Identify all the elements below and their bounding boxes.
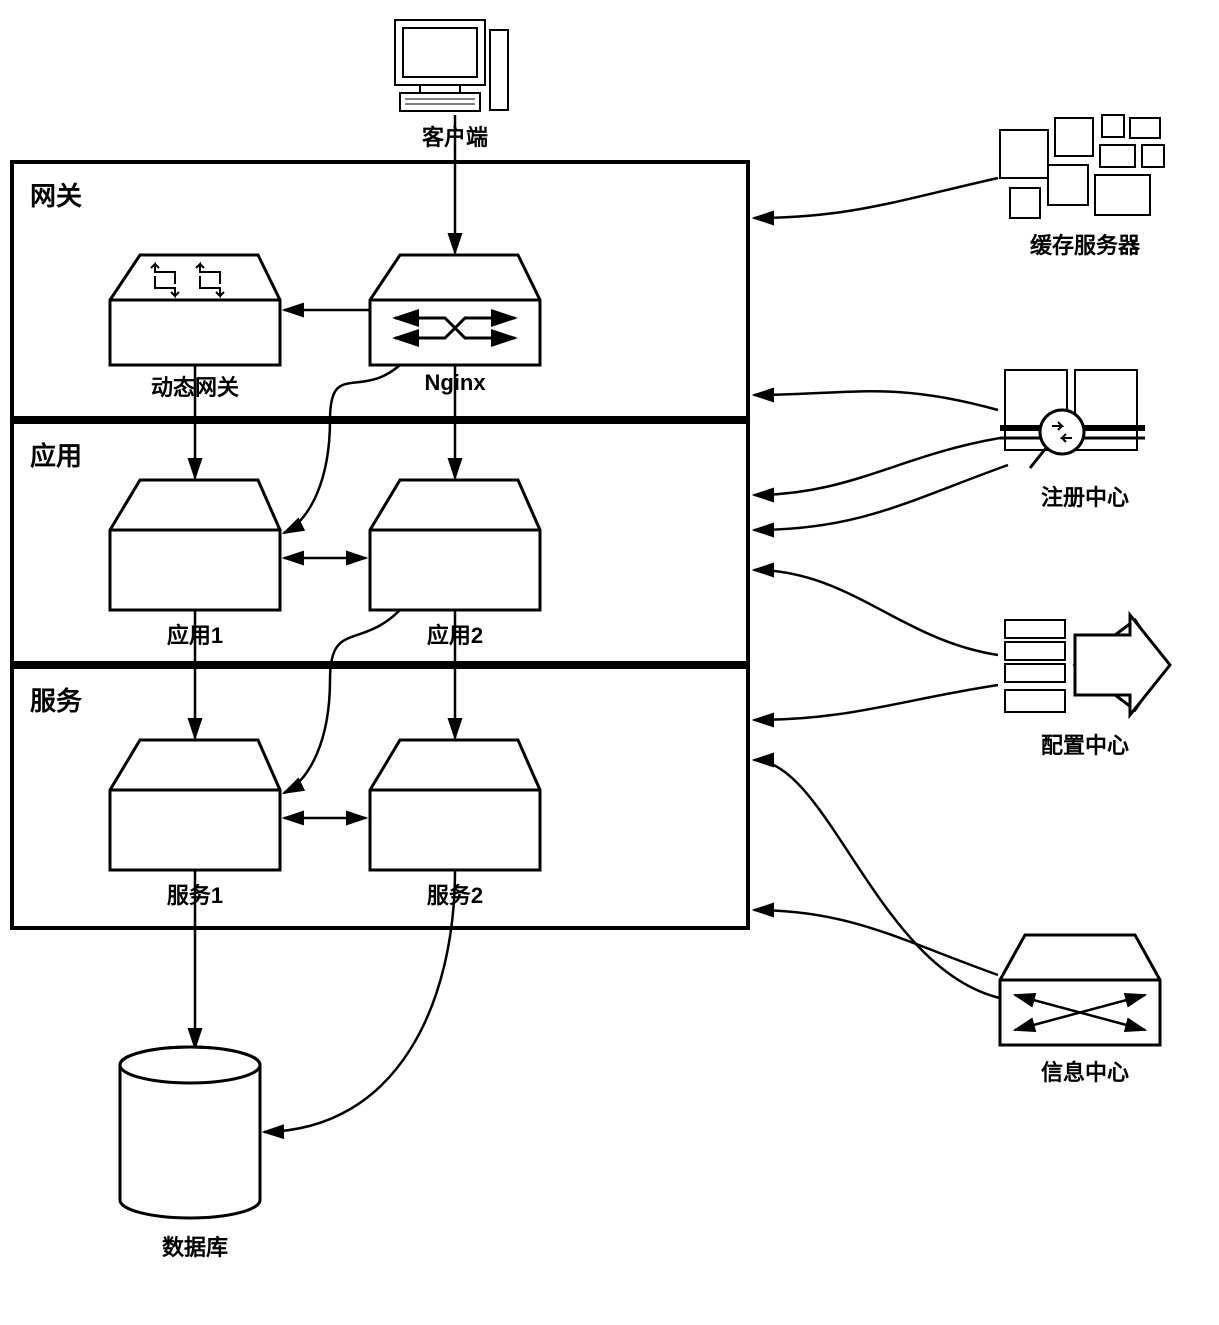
config-label: 配置中心 — [1020, 728, 1150, 760]
message-label: 信息中心 — [1020, 1055, 1150, 1087]
registry-icon — [1000, 370, 1145, 468]
svc1-label: 服务1 — [150, 878, 240, 910]
app1-label: 应用1 — [150, 618, 240, 650]
config-icon — [1005, 615, 1170, 715]
app1-icon — [110, 480, 280, 610]
svc1-icon — [110, 740, 280, 870]
client-icon — [395, 20, 508, 111]
message-icon — [1000, 935, 1160, 1045]
nginx-icon — [370, 255, 540, 365]
cache-icon — [1000, 115, 1164, 218]
database-icon — [120, 1047, 260, 1218]
database-label: 数据库 — [140, 1230, 250, 1262]
svc2-icon — [370, 740, 540, 870]
app2-icon — [370, 480, 540, 610]
dyn-gateway-label: 动态网关 — [130, 370, 260, 402]
nginx-label: Nginx — [400, 370, 510, 396]
client-label: 客户端 — [400, 120, 510, 152]
dynamic-gateway-icon — [110, 255, 280, 365]
registry-label: 注册中心 — [1020, 480, 1150, 512]
svc2-label: 服务2 — [410, 878, 500, 910]
diagram-svg — [0, 0, 1219, 1325]
cache-label: 缓存服务器 — [1010, 228, 1160, 260]
app2-label: 应用2 — [410, 618, 500, 650]
